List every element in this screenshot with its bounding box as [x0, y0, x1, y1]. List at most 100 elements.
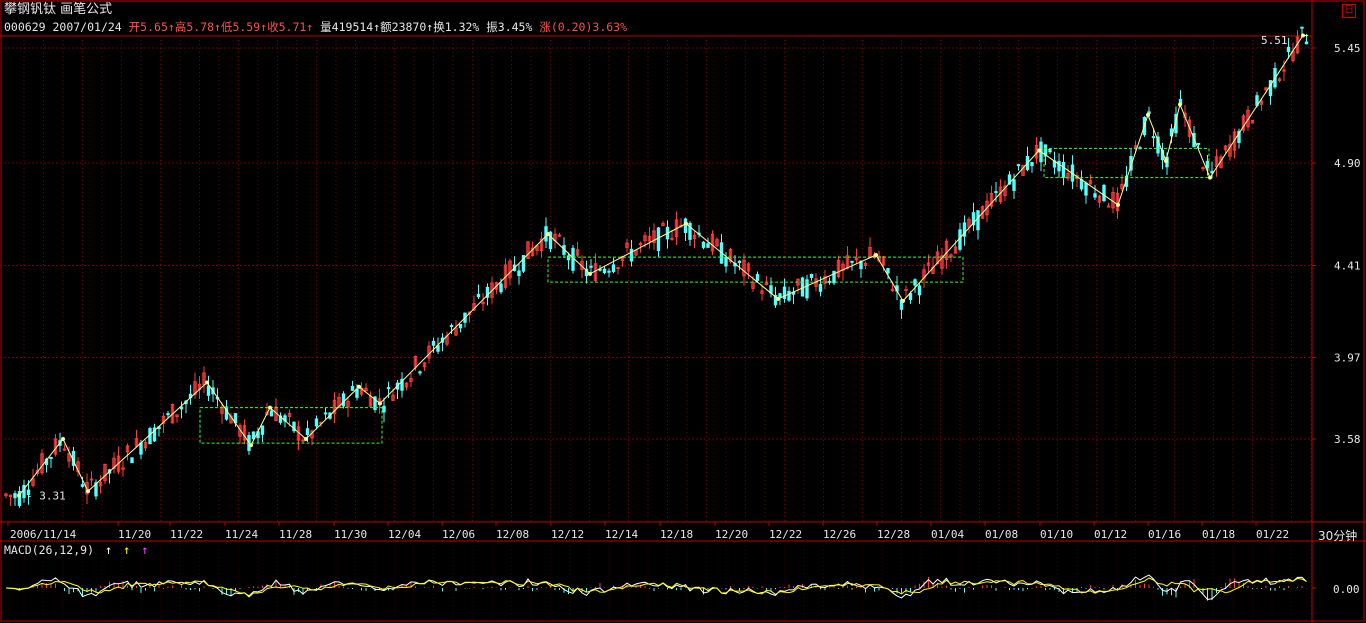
candle-body — [890, 288, 895, 292]
candle-body — [287, 412, 292, 418]
candle-body — [1021, 165, 1025, 176]
candle-body — [670, 237, 674, 240]
candle-body — [1282, 69, 1286, 72]
candle-body — [521, 255, 526, 272]
candle-body — [643, 235, 647, 242]
candle-body — [1223, 145, 1228, 151]
candle-body — [607, 270, 611, 273]
candle-body — [526, 241, 530, 260]
time-tick-label: 11/28 — [279, 528, 312, 541]
candle-body — [1201, 167, 1205, 170]
candle-body — [1016, 164, 1021, 167]
low-value: 5.59 — [232, 20, 261, 34]
candle-body — [1156, 136, 1160, 154]
zigzag-pivot — [86, 489, 90, 494]
high-label: 高 — [174, 20, 187, 34]
candle-body — [976, 210, 980, 231]
candle-body — [589, 265, 593, 268]
time-tick-label: 01/04 — [931, 528, 964, 541]
candle-body — [323, 412, 328, 415]
candle-body — [125, 445, 130, 453]
time-tick-label: 11/30 — [334, 528, 367, 541]
candle-body — [1097, 195, 1102, 203]
candle-body — [917, 285, 922, 296]
time-tick-label: 12/20 — [715, 528, 748, 541]
candle-body — [508, 260, 512, 279]
candle-body — [467, 311, 472, 315]
candle-body — [1057, 161, 1061, 172]
candle-body — [557, 234, 562, 237]
open-value: 5.65 — [140, 20, 168, 34]
candle-body — [611, 264, 616, 272]
candle-body — [337, 396, 341, 409]
time-tick-label: 01/08 — [985, 528, 1018, 541]
time-tick-label: 11/22 — [170, 528, 203, 541]
candle-body — [436, 345, 440, 352]
macd-axis-label: 0.00 — [1333, 583, 1360, 596]
candle-body — [269, 410, 274, 417]
candle-body — [886, 268, 890, 274]
restore-window-icon[interactable]: 日 — [1342, 4, 1356, 18]
candle-body — [17, 491, 22, 506]
candle-body — [476, 293, 481, 298]
candle-body — [494, 282, 499, 290]
candle-body — [1093, 193, 1097, 198]
candle-body — [40, 453, 44, 474]
candle-body — [539, 238, 544, 251]
candle-body — [8, 494, 13, 498]
zigzag-pivot — [378, 401, 382, 406]
candle-body — [94, 482, 98, 497]
candle-body — [755, 274, 760, 281]
candle-body — [944, 240, 949, 260]
consolidation-box — [1043, 147, 1210, 179]
zigzag-pivot — [249, 443, 253, 448]
zigzag-pivot — [874, 253, 878, 257]
time-tick-label: 01/12 — [1094, 528, 1127, 541]
consolidation-box — [547, 256, 964, 283]
candle-body — [301, 439, 305, 442]
candle-body — [148, 428, 152, 445]
candle-body — [481, 301, 485, 305]
candle-body — [364, 387, 368, 391]
candle-body — [1106, 205, 1111, 208]
candle-body — [616, 267, 620, 270]
candle-body — [625, 242, 629, 248]
zigzag-pivot — [205, 380, 209, 385]
candle-body — [742, 259, 746, 277]
candle-body — [67, 453, 71, 462]
candle-body — [809, 273, 814, 278]
time-tick-label: 2006/11/14 — [10, 528, 77, 541]
candle-body — [1214, 156, 1219, 168]
price-tick-label: 3.58 — [1334, 433, 1361, 446]
candle-body — [22, 484, 26, 499]
candle-body — [1241, 115, 1246, 131]
candle-body — [373, 396, 377, 411]
dea-arrow-icon: ↑ — [123, 543, 131, 557]
candle-body — [431, 340, 436, 346]
up-arrow-icon: ↑ — [306, 20, 314, 34]
candle-body — [1030, 161, 1034, 167]
candle-body — [1205, 160, 1210, 169]
zigzag-pivot — [357, 384, 361, 389]
candle-body — [1237, 130, 1241, 143]
up-arrow-icon: ↑ — [260, 20, 268, 34]
low-annotation: - 3.31 — [26, 489, 66, 502]
time-tick-label: 12/04 — [388, 528, 421, 541]
candle-body — [350, 386, 355, 391]
candle-body — [778, 293, 782, 298]
price-tick-label: 4.90 — [1334, 157, 1361, 170]
change-label: 涨 — [539, 20, 551, 34]
candle-body — [1228, 143, 1232, 157]
period-label[interactable]: 30分钟 — [1318, 529, 1358, 543]
candle-body — [737, 260, 742, 264]
candle-body — [548, 231, 553, 250]
candle-body — [242, 425, 247, 441]
time-tick-label: 12/12 — [551, 528, 584, 541]
candle-body — [62, 448, 67, 451]
macd-arrow-icon: ↑ — [141, 543, 149, 557]
candle-body — [715, 239, 719, 247]
quote-date: 2007/01/24 — [52, 20, 122, 34]
candle-body — [305, 428, 310, 436]
